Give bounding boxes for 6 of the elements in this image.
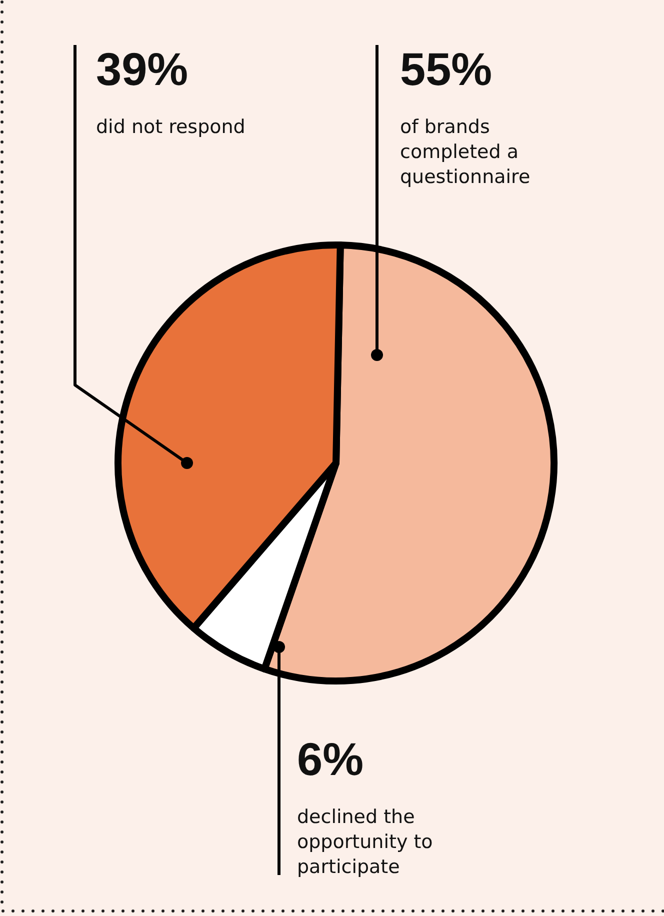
- data-label: 6%: [297, 733, 364, 785]
- slice-label: declined the opportunity to participate: [297, 806, 433, 878]
- slice-label: did not respond: [96, 116, 246, 138]
- data-label: 39%: [96, 43, 188, 95]
- data-label: 55%: [400, 43, 492, 95]
- slice-label: of brands completed a questionnaire: [400, 116, 530, 188]
